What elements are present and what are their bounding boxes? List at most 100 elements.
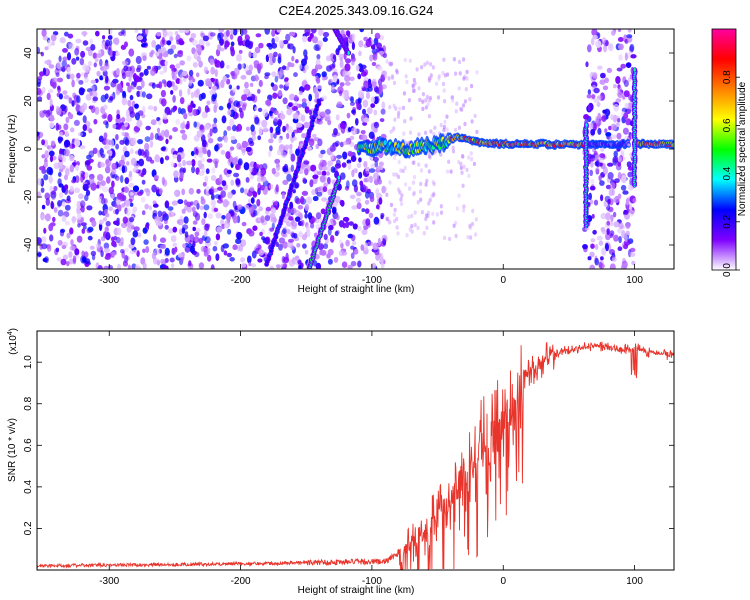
spectrogram-cell [201, 218, 206, 226]
spectrogram-cell [187, 104, 193, 113]
spectrogram-cell [223, 130, 228, 137]
spectrogram-cell [198, 237, 204, 245]
spectrogram-cell [54, 248, 59, 256]
spectrogram-cell [109, 50, 113, 56]
spectrogram-cell [350, 252, 355, 259]
spectrogram-cell [613, 103, 620, 112]
snr-x-tick-label: -100 [362, 576, 382, 587]
spectrogram-cell [359, 67, 364, 73]
spectrogram-cell [66, 261, 70, 267]
spectrogram-cell [221, 115, 227, 124]
spectrogram-cell [295, 216, 301, 222]
spectrogram-cell [357, 260, 362, 268]
spectrogram-cell [214, 240, 218, 246]
spectrogram-cell [435, 212, 439, 217]
spectrogram-cell [193, 90, 200, 98]
spectrogram-cell [425, 97, 429, 103]
spectrogram-cell [132, 185, 140, 192]
spectrogram-cell [121, 222, 127, 228]
spectrogram-cell [294, 94, 298, 102]
spectrogram-cell [356, 202, 362, 210]
spectrogram-cell [308, 93, 313, 102]
spectrogram-cell [460, 153, 465, 159]
spectrogram-cell [106, 176, 111, 184]
spectrogram-cell [269, 110, 273, 117]
spectrogram-cell [207, 80, 213, 88]
spectrogram-cell [617, 227, 623, 234]
spectrogram-cell [359, 29, 364, 33]
spectrogram-cell [233, 100, 240, 107]
spectrogram-cell [418, 97, 422, 103]
spectrogram-cell [301, 35, 308, 43]
spectrogram-cell [128, 182, 135, 188]
spectrogram-cell [361, 208, 366, 213]
spectrogram-cell [264, 72, 271, 77]
spectrogram-cell [66, 232, 71, 239]
spectrogram-cell [330, 152, 335, 161]
spectrogram-cell [277, 53, 282, 60]
spectrogram-cell [161, 36, 165, 45]
spectrogram-cell [417, 86, 421, 91]
spectrogram-cell [302, 243, 307, 249]
spectrogram-cell [294, 112, 299, 120]
spectrogram-cell [63, 123, 69, 131]
snr-x-tick-label: -200 [231, 576, 251, 587]
spectrogram-cell [592, 122, 597, 132]
spectrogram-cell [143, 68, 149, 76]
spectrogram-cell [613, 150, 618, 158]
spectrogram-cell [133, 125, 140, 132]
snr-y-tick-label: 1.0 [23, 355, 34, 369]
spectrogram-cell [137, 35, 144, 41]
spectrogram-cell [125, 66, 133, 72]
spectrogram-cell [136, 85, 143, 91]
spectrogram-cell [345, 239, 350, 247]
spectrogram-cell [225, 29, 230, 37]
spectrogram-cell [187, 87, 191, 96]
spectrogram-cell [349, 194, 356, 199]
spectrogram-cell [277, 148, 284, 156]
spectrogram-cell [84, 160, 91, 166]
spectrogram-cell [137, 191, 143, 196]
spectrogram-cell [341, 162, 347, 168]
snr-y-tick-label: 0.8 [23, 396, 34, 410]
spectrogram-cell [133, 163, 140, 168]
spectrogram-cell [448, 236, 452, 242]
spectrogram-cell [188, 260, 192, 267]
spectrogram-cell [358, 171, 363, 179]
spectrogram-cell [218, 29, 225, 33]
spectrogram-cell [80, 72, 85, 77]
spectrogram-cell [349, 135, 355, 140]
spectrogram-cell [203, 204, 210, 211]
spectrogram-cell [235, 179, 241, 186]
spectrogram-cell [91, 220, 97, 227]
spectrogram-cell [605, 233, 611, 241]
spectrogram-cell [271, 37, 276, 45]
spectrogram-cell [110, 193, 115, 199]
spectrogram-cell [272, 55, 276, 64]
spectrogram-cell [177, 218, 184, 226]
spectrogram-cell [59, 192, 64, 199]
spectrogram-cell [98, 222, 103, 231]
spectrogram-cell [160, 157, 164, 165]
spectrogram-cell [316, 171, 323, 176]
spectrogram-cell [384, 74, 388, 79]
spectrogram-cell [75, 254, 80, 259]
spectrogram-cell [245, 177, 250, 183]
spectrogram-cell [613, 84, 617, 89]
spectrogram-cell [301, 114, 306, 123]
spectrogram-cell [37, 252, 42, 257]
spectrogram-cell [583, 114, 590, 120]
spectrogram-cell [196, 130, 203, 138]
spectrogram-cell [92, 147, 98, 154]
spectrogram-cell [77, 223, 81, 228]
spectrogram-cell [277, 71, 282, 79]
spectrogram-cell [288, 259, 295, 267]
spectrogram-cell [191, 39, 198, 46]
spectrogram-cell [74, 187, 81, 194]
spectrogram-cell [404, 182, 408, 187]
spectrogram-cell [152, 203, 159, 208]
spectrogram-cell [315, 212, 322, 220]
spectrogram-cell [116, 113, 121, 120]
spectrogram-cell [272, 92, 278, 99]
spectrogram-cell [587, 89, 592, 95]
